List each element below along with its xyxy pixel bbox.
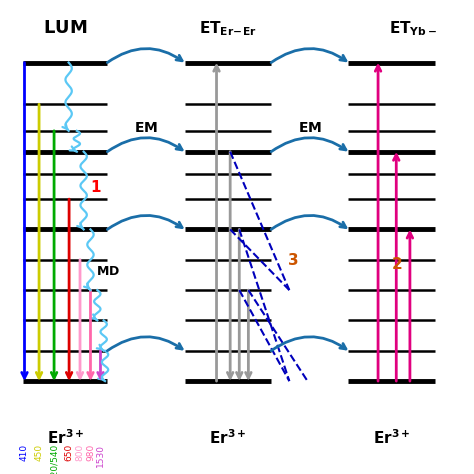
Text: $\mathbf{ET_{Yb-}}$: $\mathbf{ET_{Yb-}}$ <box>389 19 437 38</box>
Text: 1530: 1530 <box>96 444 105 467</box>
FancyArrowPatch shape <box>107 215 182 229</box>
Text: 800: 800 <box>75 444 84 461</box>
Text: $\mathbf{Er^{3+}}$: $\mathbf{Er^{3+}}$ <box>209 428 246 447</box>
FancyArrowPatch shape <box>271 48 346 63</box>
Text: $\mathbf{EM}$: $\mathbf{EM}$ <box>134 120 158 135</box>
FancyArrowPatch shape <box>271 337 346 351</box>
Text: 520/540: 520/540 <box>50 444 59 474</box>
Text: $\mathbf{MD}$: $\mathbf{MD}$ <box>96 264 120 278</box>
FancyArrowPatch shape <box>271 137 346 152</box>
FancyArrowPatch shape <box>107 337 182 351</box>
Text: $\mathbf{Er^{3+}}$: $\mathbf{Er^{3+}}$ <box>46 428 84 447</box>
Text: $\mathbf{Er^{3+}}$: $\mathbf{Er^{3+}}$ <box>373 428 410 447</box>
Text: $\mathbf{1}$: $\mathbf{1}$ <box>91 179 102 195</box>
Text: 410: 410 <box>20 444 29 461</box>
FancyArrowPatch shape <box>271 215 346 229</box>
Text: $\mathbf{EM}$: $\mathbf{EM}$ <box>298 120 322 135</box>
Text: 650: 650 <box>64 444 73 461</box>
Text: $\mathbf{3}$: $\mathbf{3}$ <box>287 252 299 268</box>
Text: 980: 980 <box>86 444 95 461</box>
Text: $\mathbf{LUM}$: $\mathbf{LUM}$ <box>43 19 87 37</box>
Text: $\mathbf{2}$: $\mathbf{2}$ <box>391 255 402 272</box>
Text: $\mathbf{ET_{Er\!-\!Er}}$: $\mathbf{ET_{Er\!-\!Er}}$ <box>199 19 257 38</box>
Text: 450: 450 <box>35 444 44 461</box>
FancyArrowPatch shape <box>107 48 182 63</box>
FancyArrowPatch shape <box>107 137 182 152</box>
